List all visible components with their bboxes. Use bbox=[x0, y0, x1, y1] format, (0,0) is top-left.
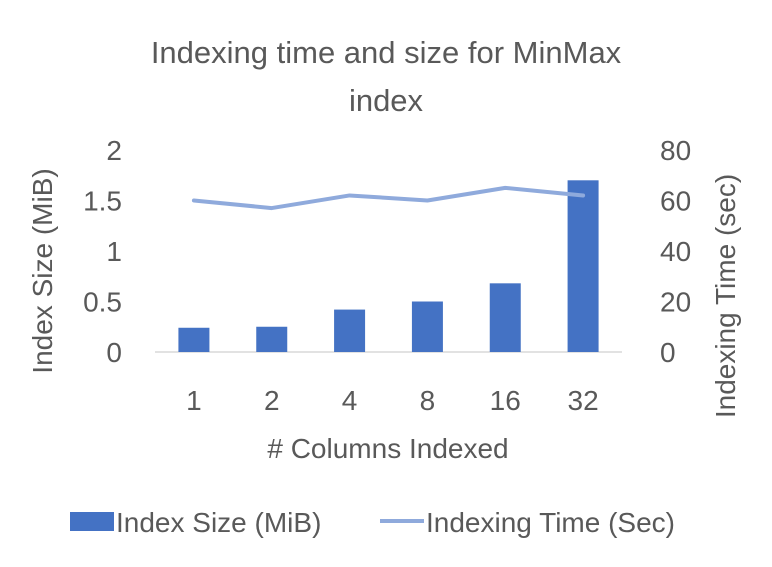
y2-tick-label: 20 bbox=[660, 287, 691, 318]
legend-swatch-index-size bbox=[70, 512, 114, 531]
y-tick-label: 1 bbox=[106, 236, 122, 267]
bar-index-size bbox=[568, 180, 599, 352]
y2-tick-label: 40 bbox=[660, 236, 691, 267]
chart-title-line-2: index bbox=[349, 83, 424, 118]
bar-index-size bbox=[412, 302, 443, 353]
y2-axis-label: Indexing Time (sec) bbox=[710, 174, 741, 418]
legend-label-index-size: Index Size (MiB) bbox=[116, 507, 321, 538]
x-tick-label: 16 bbox=[490, 385, 521, 416]
y2-tick-label: 0 bbox=[660, 337, 676, 368]
x-axis-label: # Columns Indexed bbox=[267, 433, 508, 464]
chart-title-line-1: Indexing time and size for MinMax bbox=[151, 35, 622, 70]
legend-label-indexing-time: Indexing Time (Sec) bbox=[426, 507, 675, 538]
x-tick-label: 32 bbox=[568, 385, 599, 416]
y-tick-label: 1.5 bbox=[83, 186, 122, 217]
x-tick-label: 2 bbox=[264, 385, 280, 416]
x-tick-label: 1 bbox=[186, 385, 202, 416]
y-tick-label: 0.5 bbox=[83, 287, 122, 318]
bar-index-size bbox=[178, 328, 209, 352]
x-tick-label: 4 bbox=[342, 385, 358, 416]
y-tick-label: 2 bbox=[106, 135, 122, 166]
y2-tick-label: 60 bbox=[660, 186, 691, 217]
bar-index-size bbox=[334, 310, 365, 352]
bar-index-size bbox=[490, 283, 521, 352]
y-tick-label: 0 bbox=[106, 337, 122, 368]
y2-tick-label: 80 bbox=[660, 135, 691, 166]
x-tick-label: 8 bbox=[420, 385, 436, 416]
y-axis-label: Index Size (MiB) bbox=[27, 168, 58, 373]
bar-index-size bbox=[256, 327, 287, 352]
